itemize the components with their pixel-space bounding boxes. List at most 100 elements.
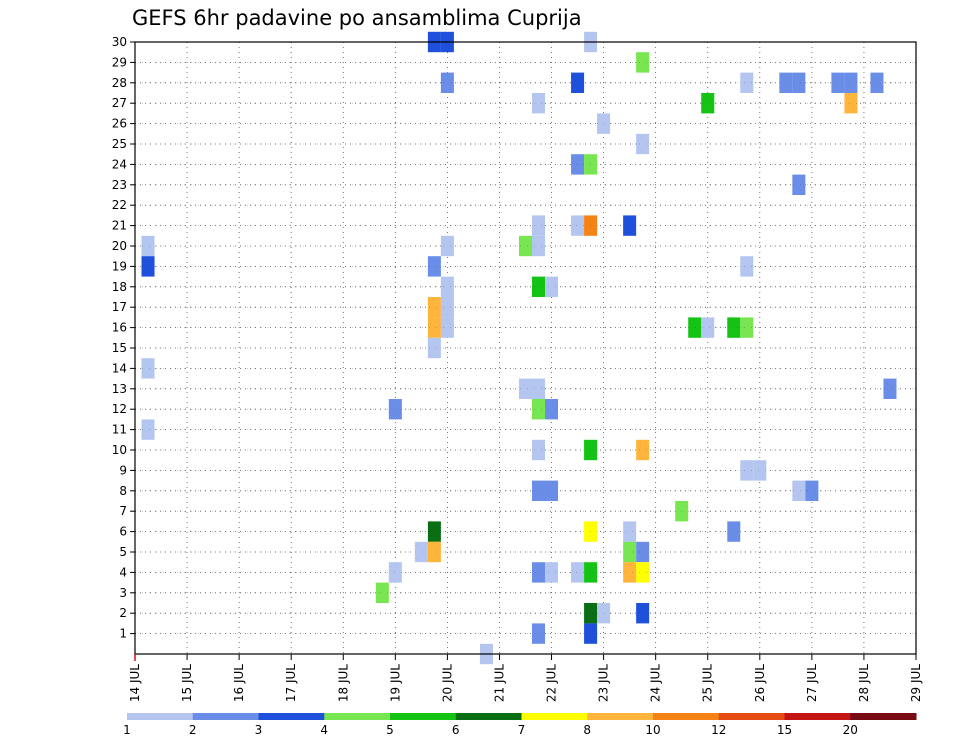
heatmap-cell — [545, 562, 559, 583]
y-tick-label: 30 — [112, 35, 127, 49]
y-tick-label: 12 — [112, 402, 127, 416]
heatmap-cell — [597, 113, 611, 134]
colorbar-segment — [127, 713, 194, 720]
y-tick-label: 20 — [112, 239, 127, 253]
colorbar-label: 5 — [386, 723, 394, 737]
chart-title: GEFS 6hr padavine po ansamblima Cuprija — [132, 6, 582, 30]
heatmap-cell — [636, 603, 650, 624]
heatmap-cell — [545, 276, 559, 297]
heatmap-cell — [440, 297, 454, 318]
colorbar-label: 2 — [189, 723, 197, 737]
heatmap-cell — [440, 276, 454, 297]
x-tick-label: 16 JUL — [232, 664, 246, 702]
heatmap-cell — [532, 215, 546, 236]
heatmap-cell — [518, 378, 533, 399]
colorbar-segment — [653, 713, 720, 720]
heatmap-cell — [141, 256, 155, 277]
heatmap-cell — [532, 93, 546, 114]
heatmap-cell — [427, 541, 441, 563]
heatmap-cell — [636, 562, 650, 583]
y-tick-label: 13 — [112, 382, 127, 396]
y-tick-label: 4 — [119, 565, 127, 579]
colorbar-label: 4 — [320, 723, 328, 737]
heatmap-cell — [740, 256, 754, 277]
x-tick-label: 29 JUL — [909, 664, 923, 702]
heatmap-cell — [792, 72, 806, 93]
heatmap-cell — [427, 521, 441, 542]
heatmap-cell — [636, 541, 650, 563]
y-tick-label: 29 — [112, 55, 127, 69]
x-tick-label: 23 JUL — [597, 664, 611, 702]
heatmap-cell — [870, 72, 884, 93]
x-tick-label: 25 JUL — [701, 664, 715, 702]
y-tick-label: 9 — [119, 463, 127, 477]
y-tick-label: 5 — [119, 545, 127, 559]
x-tick-label: 26 JUL — [753, 664, 767, 702]
heatmap-cell — [571, 154, 585, 175]
heatmap-cell — [571, 562, 585, 583]
heatmap-cell — [623, 215, 637, 236]
heatmap-cell — [883, 378, 897, 399]
y-tick-label: 10 — [112, 443, 127, 457]
heatmap-cell — [414, 541, 428, 563]
y-tick-label: 11 — [112, 423, 127, 437]
x-tick-label: 19 JUL — [388, 664, 402, 702]
colorbar-label: 15 — [777, 723, 792, 737]
y-tick-label: 19 — [112, 259, 127, 273]
heatmap-cell — [792, 480, 806, 501]
heatmap-cell — [375, 582, 389, 603]
colorbar-segment — [784, 713, 851, 720]
y-tick-label: 27 — [112, 96, 127, 110]
heatmap-cell — [141, 358, 155, 379]
heatmap-cell — [440, 72, 454, 93]
colorbar-label: 1 — [123, 723, 131, 737]
heatmap-cell — [636, 133, 650, 155]
heatmap-cell — [532, 378, 546, 399]
x-tick-label: 18 JUL — [336, 664, 350, 702]
x-tick-label: 24 JUL — [649, 664, 663, 702]
heatmap-cell — [831, 72, 845, 93]
heatmap-cell — [141, 235, 155, 257]
y-tick-label: 14 — [112, 361, 127, 375]
colorbar-segment — [390, 713, 457, 720]
y-tick-label: 1 — [119, 627, 127, 641]
x-tick-label: 14 JUL — [128, 664, 142, 702]
heatmap-cell — [427, 317, 441, 338]
heatmap-cell — [779, 72, 793, 93]
heatmap-cell — [753, 460, 767, 481]
x-tick-label: 27 JUL — [805, 664, 819, 702]
heatmap-cell — [844, 93, 858, 114]
y-tick-label: 17 — [112, 300, 127, 314]
colorbar-segment — [587, 713, 654, 720]
heatmap-cell — [532, 562, 546, 583]
heatmap-cell — [532, 439, 546, 461]
heatmap-cell — [388, 562, 402, 583]
colorbar-segment — [718, 713, 785, 720]
heatmap-cell — [636, 52, 650, 73]
x-tick-label: 22 JUL — [545, 664, 559, 702]
heatmap-cell — [532, 276, 546, 297]
x-tick-label: 28 JUL — [857, 664, 871, 702]
heatmap-cell — [727, 317, 741, 338]
y-tick-label: 3 — [119, 586, 127, 600]
heatmap-cell — [740, 72, 754, 93]
y-tick-label: 15 — [112, 341, 127, 355]
heatmap-cell — [740, 460, 754, 481]
y-tick-label: 2 — [119, 606, 127, 620]
y-tick-label: 26 — [112, 117, 127, 131]
heatmap-cell — [623, 562, 637, 583]
heatmap-cell — [427, 297, 441, 318]
heatmap-cell — [597, 603, 611, 624]
heatmap-cell — [532, 399, 546, 420]
colorbar-label: 20 — [843, 723, 858, 737]
y-tick-label: 28 — [112, 76, 127, 90]
heatmap-cell — [545, 480, 559, 501]
colorbar-segment — [192, 713, 259, 720]
heatmap-cell — [440, 317, 454, 338]
heatmap-cell — [792, 174, 806, 195]
colorbar-label: 7 — [518, 723, 526, 737]
heatmap-cell — [701, 317, 715, 338]
colorbar-label: 6 — [452, 723, 460, 737]
heatmap-cell — [740, 317, 754, 338]
